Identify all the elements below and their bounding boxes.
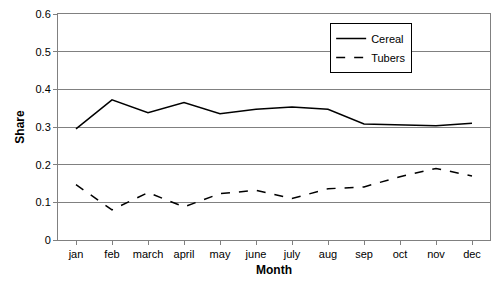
svg-text:march: march bbox=[133, 248, 164, 260]
svg-text:jan: jan bbox=[68, 248, 84, 260]
svg-text:Tubers: Tubers bbox=[371, 52, 405, 64]
svg-text:0.6: 0.6 bbox=[36, 8, 51, 20]
svg-text:Share: Share bbox=[13, 110, 27, 144]
svg-text:0.4: 0.4 bbox=[36, 83, 51, 95]
svg-text:Cereal: Cereal bbox=[371, 33, 403, 45]
svg-text:0.1: 0.1 bbox=[36, 196, 51, 208]
svg-text:may: may bbox=[210, 248, 231, 260]
svg-text:sep: sep bbox=[355, 248, 373, 260]
svg-text:0: 0 bbox=[45, 234, 51, 246]
svg-text:aug: aug bbox=[319, 248, 337, 260]
svg-text:oct: oct bbox=[393, 248, 408, 260]
svg-text:feb: feb bbox=[104, 248, 119, 260]
svg-text:Month: Month bbox=[256, 263, 292, 277]
svg-text:april: april bbox=[174, 248, 195, 260]
svg-text:july: july bbox=[283, 248, 301, 260]
svg-text:dec: dec bbox=[463, 248, 481, 260]
svg-text:june: june bbox=[245, 248, 267, 260]
svg-text:0.2: 0.2 bbox=[36, 159, 51, 171]
svg-text:0.3: 0.3 bbox=[36, 121, 51, 133]
svg-text:0.5: 0.5 bbox=[36, 46, 51, 58]
svg-text:nov: nov bbox=[427, 248, 445, 260]
